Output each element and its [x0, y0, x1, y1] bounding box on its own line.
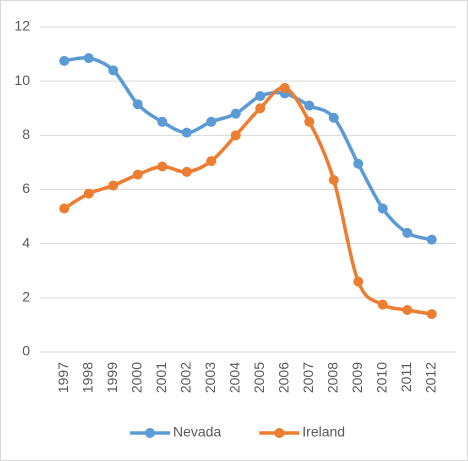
data-point: [279, 82, 290, 93]
x-tick-label: 2001: [153, 362, 169, 393]
x-tick-label: 2012: [422, 362, 438, 393]
data-point: [83, 53, 94, 64]
x-tick-label: 1999: [104, 362, 120, 393]
data-point: [353, 158, 364, 169]
x-tick-label: 2007: [300, 362, 316, 393]
data-point: [377, 299, 388, 310]
x-tick-label: 2000: [128, 362, 144, 393]
y-tick-label: 8: [22, 126, 30, 142]
data-point: [230, 108, 241, 119]
data-point: [59, 203, 70, 214]
data-point: [426, 234, 437, 245]
data-point: [181, 127, 192, 138]
data-point: [108, 180, 119, 191]
x-tick-label: 2003: [202, 362, 218, 393]
data-point: [230, 130, 241, 141]
x-tick-label: 2011: [398, 362, 414, 392]
y-tick-label: 0: [22, 343, 30, 359]
y-tick-label: 2: [22, 289, 30, 305]
data-point: [255, 91, 266, 102]
data-point: [353, 276, 364, 287]
legend-marker: [274, 428, 285, 438]
x-tick-label: 2010: [373, 362, 389, 393]
legend-label: Ireland: [302, 424, 345, 440]
x-tick-label: 1998: [79, 362, 95, 393]
legend-label: Nevada: [173, 424, 221, 440]
x-tick-label: 2002: [177, 362, 193, 393]
data-point: [157, 116, 168, 127]
x-tick-label: 2005: [251, 362, 267, 393]
data-point: [377, 203, 388, 214]
x-tick-label: 2009: [349, 362, 365, 393]
data-point: [328, 175, 339, 186]
y-tick-label: 6: [22, 180, 30, 196]
data-point: [402, 227, 413, 238]
y-tick-label: 12: [14, 18, 30, 34]
x-tick-label: 2006: [275, 362, 291, 393]
y-tick-label: 10: [14, 72, 30, 88]
data-point: [59, 55, 70, 66]
data-point: [304, 116, 315, 127]
series-line: [63, 56, 433, 242]
data-point: [328, 112, 339, 123]
data-point: [181, 166, 192, 177]
data-point: [402, 305, 413, 316]
y-tick-label: 4: [22, 234, 30, 250]
data-point: [426, 309, 437, 320]
series-line: [63, 86, 433, 316]
data-point: [206, 156, 217, 167]
data-point: [132, 99, 143, 110]
data-point: [304, 100, 315, 111]
data-point: [206, 116, 217, 127]
data-point: [108, 65, 119, 76]
data-point: [83, 188, 94, 199]
data-point: [157, 161, 168, 172]
legend-marker: [145, 428, 155, 438]
data-point: [132, 169, 143, 180]
x-tick-label: 2004: [226, 362, 242, 393]
data-point: [255, 103, 266, 114]
x-tick-label: 1997: [55, 362, 71, 393]
x-tick-label: 2008: [324, 362, 340, 393]
